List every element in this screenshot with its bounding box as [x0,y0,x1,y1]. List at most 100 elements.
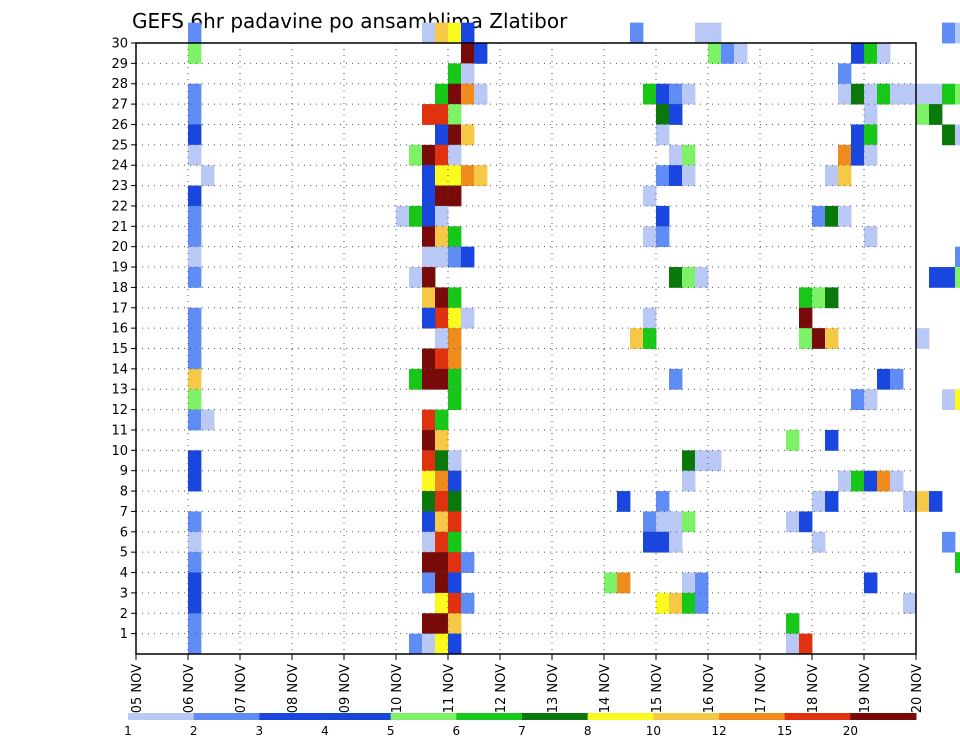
heatmap-cell [955,389,960,410]
heatmap-cell [643,83,657,105]
heatmap-cell [461,83,475,105]
heatmap-cell [812,328,826,349]
colorbar-label: 12 [711,724,726,738]
heatmap-cell [448,633,462,655]
heatmap-cell [188,328,202,349]
heatmap-cell [474,83,488,105]
heatmap-cell [942,267,956,288]
heatmap-cell [188,267,202,288]
x-tick-label: 11 NOV [442,664,457,713]
heatmap-cell [435,613,449,635]
heatmap-cell [422,572,436,594]
y-tick-label: 21 [111,220,128,235]
heatmap-cell [448,124,462,146]
heatmap-cell [448,491,462,512]
heatmap-cell [435,124,449,146]
heatmap-cell [682,470,696,492]
heatmap-cell [643,185,657,207]
y-tick-label: 22 [111,199,128,214]
heatmap-cell [682,592,696,614]
heatmap-cell [955,267,960,288]
y-tick-label: 19 [111,261,128,276]
heatmap-cell [422,246,436,268]
heatmap-cell [786,613,800,635]
x-tick-label: 18 NOV [806,664,821,713]
heatmap-cell [461,124,475,146]
colorbar-segment [784,713,851,720]
heatmap-cell [643,307,657,329]
heatmap-cell [422,491,436,512]
colorbar-segment [128,713,195,720]
heatmap-cell [669,511,683,533]
y-tick-label: 5 [120,546,128,561]
heatmap-cell [448,307,462,329]
heatmap-cell [409,144,423,166]
heatmap-cell [643,511,657,533]
heatmap-cell [188,511,202,533]
heatmap-cell [682,165,696,186]
heatmap-cell [188,205,202,227]
colorbar-label: 3 [256,724,264,738]
heatmap-cell [448,450,462,472]
heatmap-cell [188,572,202,594]
heatmap-cell [877,83,891,105]
heatmap-cell [448,511,462,533]
heatmap-cell [929,83,943,105]
heatmap-cell [851,144,865,166]
heatmap-cell [799,287,813,309]
y-tick-label: 6 [120,525,128,540]
heatmap-cell [422,165,436,186]
heatmap-cell [188,83,202,105]
heatmap-cell [461,22,475,44]
heatmap-cell [656,592,670,614]
heatmap-cell [474,43,488,64]
heatmap-cell [422,104,436,125]
heatmap-cell [435,83,449,105]
heatmap-cell [799,633,813,655]
heatmap-cell [656,104,670,125]
heatmap-cell [799,328,813,349]
heatmap-cell [448,22,462,44]
heatmap-cell [708,450,722,472]
heatmap-cell [448,83,462,105]
heatmap-cell [448,592,462,614]
heatmap-cell [474,165,488,186]
heatmap-cell [825,287,839,309]
x-tick-label: 19 NOV [858,664,873,713]
heatmap-cell [864,470,878,492]
heatmap-cell [435,307,449,329]
heatmap-cell [825,429,839,451]
heatmap-cell [864,43,878,64]
x-tick-label: 20 NOV [910,664,925,713]
heatmap-cell [786,511,800,533]
y-tick-label: 10 [111,444,128,459]
heatmap-cell [422,267,436,288]
heatmap-cell [812,531,826,553]
heatmap-cell [448,165,462,186]
heatmap-cell [864,144,878,166]
heatmap-cell [695,450,709,472]
heatmap-cell [435,226,449,248]
heatmap-cell [955,246,960,268]
y-tick-label: 20 [111,240,128,255]
heatmap-cell [435,144,449,166]
y-tick-label: 2 [120,607,128,622]
heatmap-cell [435,104,449,125]
heatmap-cell [604,572,618,594]
heatmap-cell [916,328,930,349]
heatmap-cell [448,328,462,349]
heatmap-cell [188,552,202,573]
heatmap-cell [942,124,956,146]
heatmap-cell [630,22,644,44]
heatmap-cell [422,613,436,635]
heatmap-cell [617,572,631,594]
y-tick-label: 9 [120,464,128,479]
y-tick-label: 8 [120,485,128,500]
heatmap-cell [435,470,449,492]
heatmap-cell [903,491,917,512]
heatmap-cell [422,450,436,472]
heatmap-cell [682,450,696,472]
heatmap-cell [695,572,709,594]
heatmap-cell [448,185,462,207]
heatmap-cell [435,511,449,533]
